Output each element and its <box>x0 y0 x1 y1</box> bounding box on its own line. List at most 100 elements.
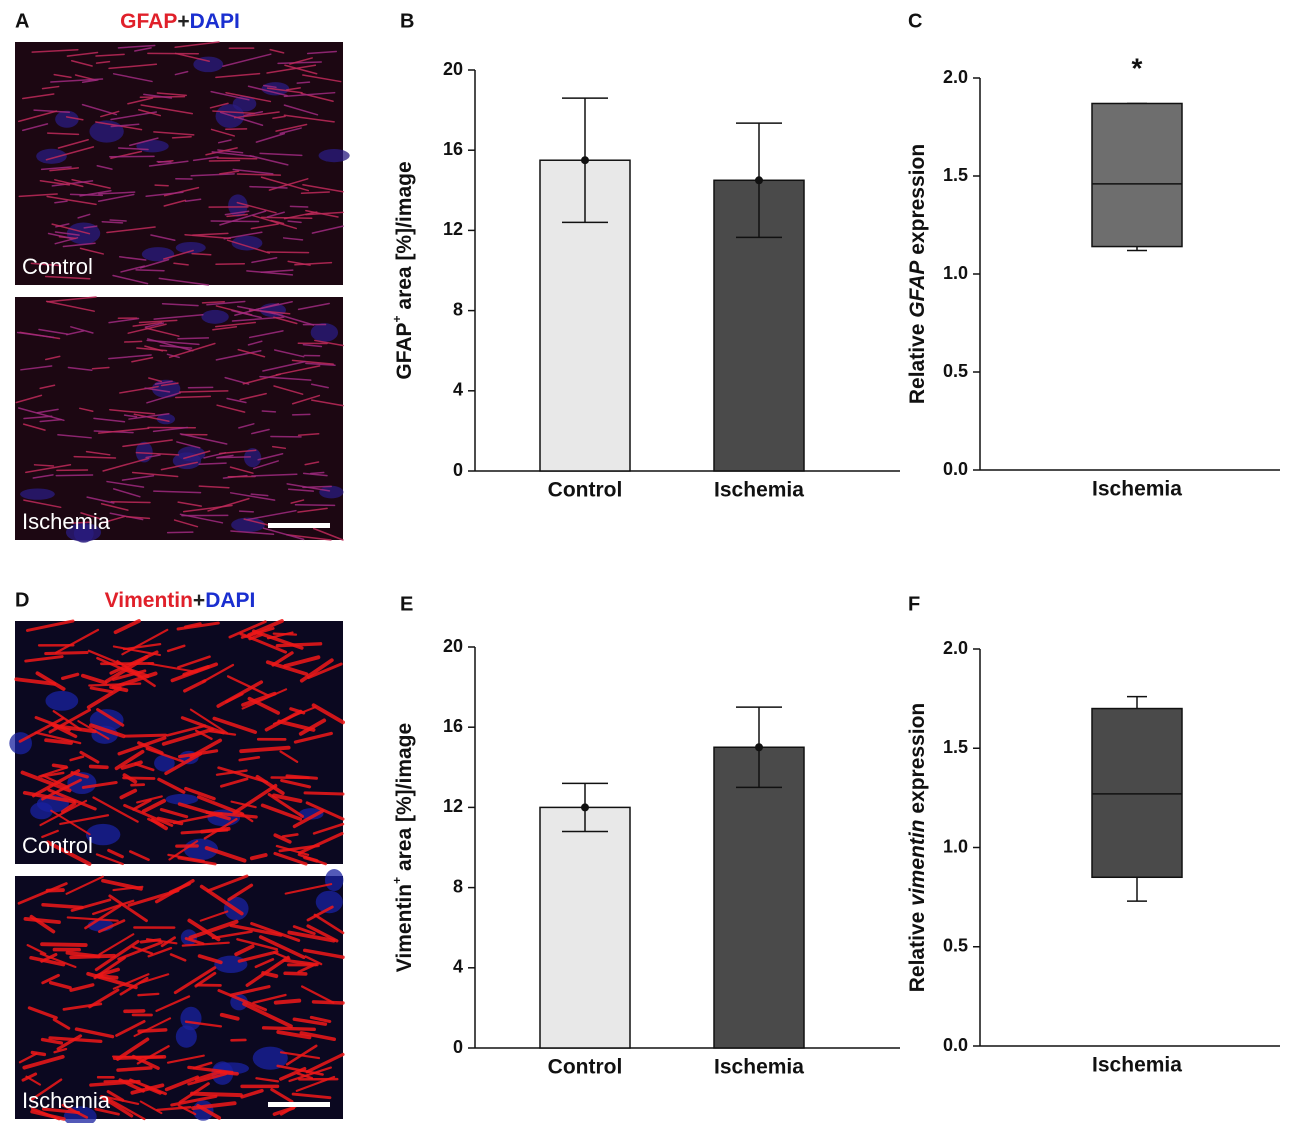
fiber <box>96 967 120 978</box>
fiber <box>57 434 92 439</box>
fiber <box>273 385 304 395</box>
y-tick-label: 0.0 <box>943 1035 968 1055</box>
fiber <box>86 686 122 710</box>
fiber <box>88 988 120 1009</box>
fiber <box>77 213 91 219</box>
x-tick-label: Ischemia <box>1092 478 1182 501</box>
fiber <box>255 774 285 796</box>
fiber <box>146 392 181 404</box>
fiber <box>219 111 264 126</box>
fiber <box>302 183 344 193</box>
fiber <box>54 628 100 654</box>
fiber <box>246 509 297 521</box>
fiber <box>305 1052 345 1074</box>
fiber <box>291 359 334 365</box>
fiber <box>20 770 72 793</box>
fiber <box>270 1088 294 1104</box>
fiber <box>123 414 138 418</box>
y-axis-label-part: Relative <box>906 318 929 404</box>
nucleus <box>45 690 79 711</box>
scale-bar <box>268 1102 330 1107</box>
nucleus <box>175 1025 197 1048</box>
fiber <box>261 1026 316 1032</box>
fiber <box>94 1107 120 1116</box>
fiber <box>66 916 119 922</box>
fiber <box>237 305 276 315</box>
fiber <box>298 718 327 736</box>
caption: Control <box>22 833 93 858</box>
fiber <box>128 137 159 147</box>
fiber <box>88 682 142 687</box>
fiber <box>183 450 211 460</box>
fiber <box>238 755 261 762</box>
fiber <box>135 451 180 456</box>
fiber <box>108 317 140 324</box>
fiber <box>60 672 80 681</box>
fiber <box>34 731 82 745</box>
fiber <box>55 474 94 477</box>
y-axis-label-part: expression <box>906 144 929 261</box>
fiber <box>173 966 217 995</box>
fiber <box>117 44 156 49</box>
fiber <box>46 840 92 866</box>
fiber <box>198 462 227 465</box>
fiber <box>312 527 344 541</box>
fiber <box>242 373 281 385</box>
fiber <box>174 52 210 62</box>
fiber <box>295 1075 336 1092</box>
fiber <box>249 853 268 861</box>
fiber <box>298 831 344 855</box>
fiber <box>153 490 202 494</box>
fiber <box>211 930 253 940</box>
fiber <box>314 339 344 347</box>
y-tick-label: 1.5 <box>943 737 968 757</box>
nucleus <box>67 772 97 795</box>
fiber <box>219 777 249 788</box>
fiber <box>258 935 306 960</box>
fiber <box>22 791 76 804</box>
fiber <box>174 70 189 76</box>
fiber <box>173 519 199 528</box>
fiber <box>287 488 315 492</box>
scale-bar <box>268 523 330 528</box>
fiber <box>225 91 272 103</box>
fiber <box>122 776 156 780</box>
fiber <box>30 1050 47 1057</box>
x-tick-label: Control <box>548 479 623 502</box>
fiber <box>106 480 145 488</box>
fiber <box>277 719 316 732</box>
fiber <box>131 356 154 363</box>
fiber <box>177 856 217 866</box>
fiber <box>70 326 94 334</box>
fiber <box>210 220 260 223</box>
fiber <box>190 1091 243 1098</box>
y-axis-label: Relative vimentin expression <box>906 703 929 992</box>
fiber <box>236 201 277 214</box>
fiber <box>192 156 219 162</box>
fiber <box>230 800 257 809</box>
fiber <box>16 331 55 339</box>
fiber <box>270 219 285 225</box>
fiber <box>239 745 291 754</box>
mean-dot <box>581 803 589 812</box>
y-axis-label: Vimentin+ area [%]/image <box>390 723 415 972</box>
fiber <box>128 850 150 862</box>
fiber <box>134 762 155 772</box>
caption: Ischemia <box>22 1088 111 1113</box>
fiber <box>276 1064 324 1076</box>
fiber <box>132 945 154 955</box>
fiber <box>119 788 138 800</box>
fiber <box>139 1100 163 1115</box>
fiber <box>294 261 333 266</box>
fiber <box>95 53 125 57</box>
fiber <box>26 944 47 955</box>
fiber <box>79 189 112 197</box>
fiber <box>192 1061 213 1070</box>
nucleus <box>154 754 175 772</box>
fiber <box>226 213 248 218</box>
fiber <box>218 449 257 455</box>
fiber <box>117 147 149 151</box>
y-axis-label-part: Vimentin <box>393 884 416 972</box>
y-tick-label: 0.5 <box>943 361 968 381</box>
fiber <box>46 296 97 303</box>
